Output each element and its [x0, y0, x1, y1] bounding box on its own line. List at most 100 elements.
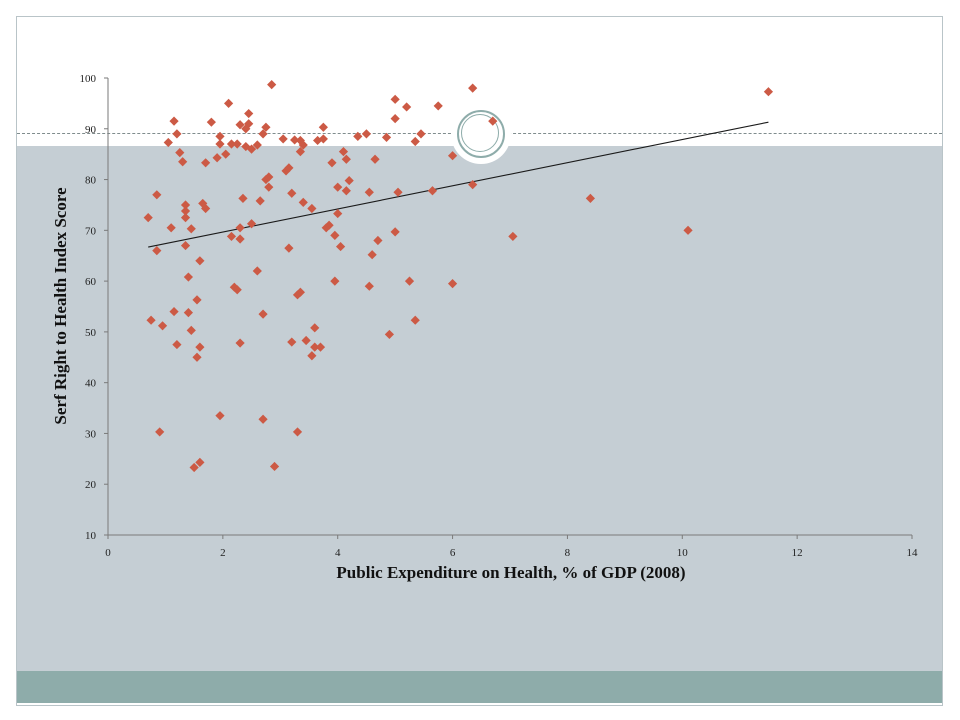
data-point [189, 462, 199, 473]
y-tick-label: 50 [85, 327, 97, 339]
data-point [433, 101, 443, 111]
data-point [180, 200, 191, 210]
data-point [215, 131, 225, 141]
x-tick-label: 12 [792, 547, 803, 559]
data-point [763, 87, 774, 97]
data-point [201, 158, 211, 168]
data-point [290, 135, 300, 145]
data-point [166, 223, 176, 233]
data-point [402, 102, 412, 112]
data-point [333, 208, 343, 219]
data-point [269, 461, 280, 472]
data-point [353, 131, 363, 141]
y-tick-label: 80 [85, 175, 97, 187]
data-point [318, 134, 328, 144]
data-point [330, 230, 340, 241]
data-point [310, 323, 320, 333]
data-point [298, 197, 308, 208]
slide-frame [16, 16, 943, 706]
data-point [232, 139, 242, 149]
data-point [221, 149, 231, 159]
data-point [330, 276, 340, 286]
data-point [212, 153, 222, 163]
data-point [146, 315, 156, 325]
y-tick-label: 20 [85, 479, 97, 491]
data-point [292, 427, 303, 437]
data-point [585, 193, 595, 203]
data-point [229, 282, 239, 292]
inner-ring [461, 114, 499, 152]
data-point [252, 266, 262, 276]
data-point [310, 342, 320, 352]
data-point [246, 144, 257, 154]
data-point [201, 203, 211, 214]
data-point [427, 186, 438, 196]
footer-band [17, 671, 942, 703]
data-point [333, 182, 343, 192]
data-point [318, 122, 328, 132]
data-point [195, 457, 205, 467]
data-point [447, 279, 458, 289]
data-point [344, 175, 354, 186]
x-tick-label: 2 [220, 547, 226, 559]
double-ring-circle-icon [451, 104, 511, 164]
data-point [295, 287, 305, 297]
data-point [364, 187, 374, 197]
data-point [410, 136, 420, 147]
data-point [192, 295, 202, 305]
data-point [235, 338, 245, 348]
y-tick-label: 70 [85, 225, 97, 237]
data-point [264, 172, 274, 182]
data-point [367, 250, 377, 260]
data-point [244, 119, 254, 129]
data-point [195, 342, 205, 352]
y-tick-label: 10 [85, 530, 97, 542]
data-point [468, 180, 478, 190]
data-point [364, 281, 374, 291]
data-point [341, 154, 351, 164]
data-point [410, 315, 420, 325]
data-point [255, 196, 265, 206]
data-point [183, 307, 193, 318]
y-axis-title: Serf Right to Health Index Score [51, 187, 70, 425]
data-point [284, 163, 294, 173]
data-point [180, 213, 191, 223]
data-point [215, 411, 225, 421]
data-point [384, 329, 394, 340]
data-point [238, 193, 248, 203]
data-point [390, 227, 400, 237]
y-tick-label: 40 [85, 378, 97, 390]
data-point [313, 135, 323, 146]
data-point [307, 351, 317, 361]
data-point [341, 186, 351, 196]
data-point [195, 256, 205, 266]
data-point [261, 122, 271, 132]
data-point [226, 231, 237, 242]
data-point [232, 285, 242, 295]
data-point [327, 158, 337, 168]
data-point [192, 352, 202, 362]
data-point [284, 243, 294, 253]
y-tick-label: 100 [80, 73, 97, 85]
data-point [152, 190, 162, 200]
data-point [315, 342, 326, 352]
x-tick-label: 6 [450, 547, 456, 559]
y-tick-label: 60 [85, 276, 97, 288]
data-point [416, 129, 426, 139]
data-point [186, 325, 196, 335]
data-point [244, 108, 254, 119]
data-point [287, 337, 297, 347]
x-tick-label: 0 [105, 547, 111, 559]
data-point [163, 137, 173, 148]
data-point [447, 151, 458, 161]
axes: 10 20 30 40 50 60 70 80 90 100 0 2 4 6 8 10 12 14 [80, 73, 919, 559]
data-point [338, 147, 349, 157]
data-point [390, 114, 400, 124]
data-point [261, 174, 271, 185]
data-point [381, 132, 392, 143]
x-axis-title: Public Expenditure on Health, % of GDP (… [336, 563, 685, 582]
data-point [235, 223, 245, 233]
data-point [287, 188, 297, 198]
